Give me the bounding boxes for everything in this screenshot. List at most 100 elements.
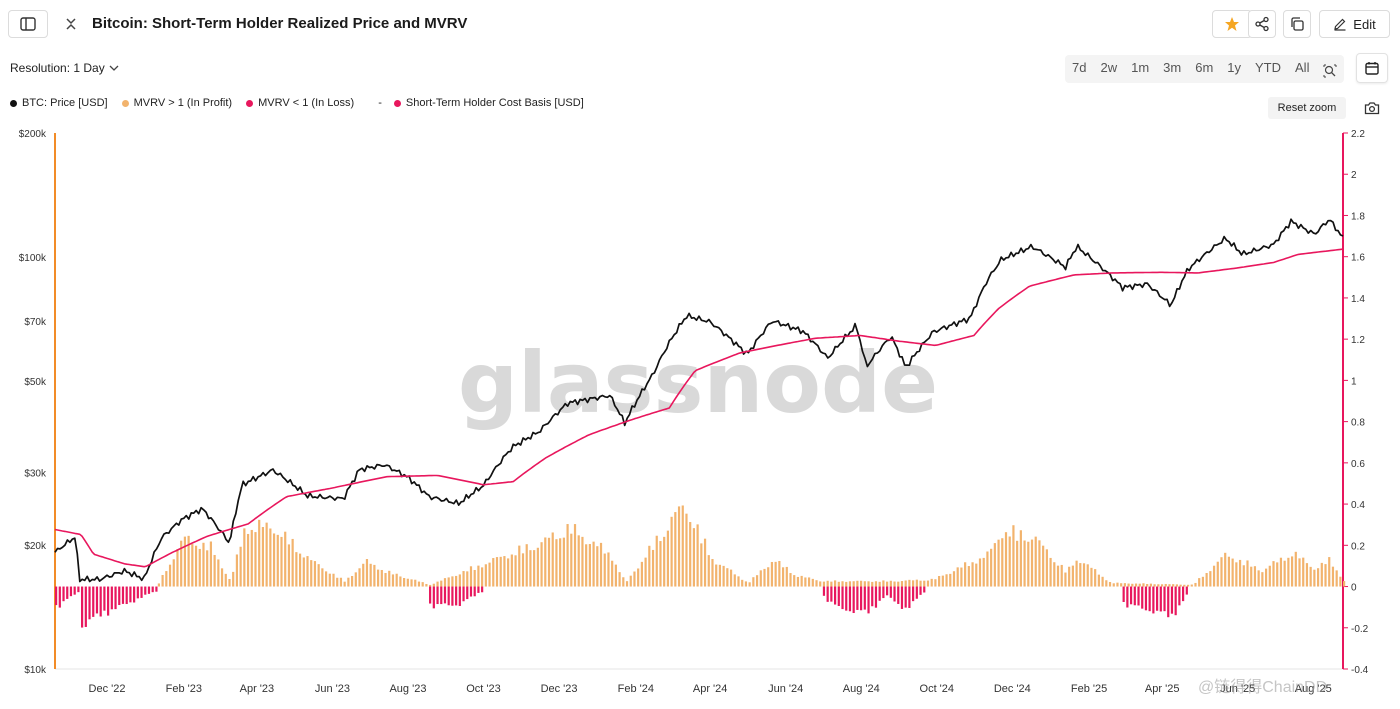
mvrv-bar	[276, 534, 279, 587]
mvrv-bar	[1137, 586, 1140, 606]
date-picker-button[interactable]	[1356, 53, 1388, 83]
mvrv-bar	[1034, 536, 1037, 587]
mvrv-bar	[1038, 540, 1041, 587]
mvrv-bar	[651, 549, 655, 587]
y-right-tick-label: 0.2	[1351, 541, 1365, 552]
favorite-button[interactable]	[1212, 10, 1252, 38]
share-button[interactable]	[1248, 10, 1276, 38]
range-3m[interactable]: 3m	[1163, 60, 1182, 75]
mvrv-bar	[830, 581, 833, 587]
duplicate-button[interactable]	[1283, 10, 1311, 38]
x-tick-label: Aug '24	[843, 683, 880, 695]
sidebar-toggle-button[interactable]	[8, 10, 48, 38]
mvrv-bar	[62, 586, 65, 602]
mvrv-bar	[1279, 557, 1283, 587]
mvrv-bar	[147, 586, 151, 594]
mvrv-bar	[529, 550, 532, 587]
mvrv-bar	[1068, 566, 1071, 587]
mvrv-bar	[741, 579, 744, 587]
mvrv-bar	[1131, 583, 1134, 587]
sth-cost-basis-line	[54, 248, 1344, 568]
mvrv-bar	[388, 570, 391, 587]
range-2w[interactable]: 2w	[1100, 60, 1118, 75]
mvrv-bar	[403, 577, 406, 587]
mvrv-bar	[235, 554, 239, 587]
mvrv-bar	[748, 582, 751, 587]
mvrv-bar	[990, 548, 993, 587]
mvrv-bar	[1159, 586, 1162, 612]
mvrv-bar	[58, 586, 61, 608]
mvrv-bar	[55, 586, 58, 606]
mvrv-bar	[1112, 583, 1115, 587]
range-1m[interactable]: 1m	[1131, 60, 1150, 75]
mvrv-bar	[213, 554, 216, 587]
legend-item-mvrv-profit[interactable]: MVRV > 1 (In Profit)	[121, 97, 233, 109]
mvrv-bar	[781, 567, 785, 587]
mvrv-bar	[533, 550, 536, 587]
legend-item-mvrv-loss[interactable]: MVRV < 1 (In Loss)	[246, 97, 354, 109]
reset-zoom-button[interactable]: Reset zoom	[1268, 97, 1346, 119]
mvrv-bar	[592, 541, 595, 587]
mvrv-bar	[1272, 561, 1275, 587]
mvrv-bar	[317, 564, 320, 587]
mvrv-bar	[819, 581, 822, 587]
mvrv-bar	[1127, 583, 1130, 587]
mvrv-bar	[1287, 557, 1290, 587]
mvrv-bar	[1190, 584, 1193, 587]
mvrv-bar	[715, 564, 718, 587]
mvrv-bar	[811, 578, 814, 587]
mvrv-bar	[287, 544, 291, 587]
edit-button[interactable]: Edit	[1319, 10, 1390, 38]
mvrv-bar	[239, 546, 242, 587]
mvrv-bar	[518, 545, 521, 587]
range-ytd[interactable]: YTD	[1255, 60, 1282, 75]
legend-label: MVRV > 1 (In Profit)	[133, 97, 233, 109]
mvrv-bar	[410, 579, 413, 587]
mvrv-bar	[66, 586, 69, 599]
mvrv-bar	[882, 580, 885, 587]
legend-dot	[246, 99, 254, 107]
mvrv-bar	[856, 580, 859, 587]
mvrv-bar	[1163, 586, 1166, 612]
range-all[interactable]: All	[1295, 60, 1310, 75]
mvrv-bar	[191, 544, 194, 587]
mvrv-bar	[1001, 538, 1004, 587]
x-tick-label: Apr '24	[693, 683, 728, 695]
resolution-dropdown[interactable]: Resolution: 1 Day	[10, 61, 119, 75]
x-tick-label: Aug '23	[389, 683, 426, 695]
x-tick-label: Dec '24	[994, 683, 1031, 695]
y-left-tick-label: $70k	[24, 317, 47, 328]
mvrv-bar	[469, 566, 473, 587]
mvrv-bar	[362, 563, 365, 587]
range-1y[interactable]: 1y	[1227, 60, 1242, 75]
y-left-tick-label: $100k	[19, 253, 47, 264]
mvrv-bar	[129, 586, 132, 603]
mvrv-bar	[912, 580, 915, 587]
legend-item-sth-cost-basis[interactable]: - Short-Term Holder Cost Basis [USD]	[368, 97, 584, 109]
mvrv-bar	[458, 586, 461, 606]
mvrv-bar	[603, 553, 606, 587]
mvrv-bar	[1216, 561, 1219, 587]
mvrv-bar	[874, 581, 878, 587]
x-tick-label: Jun '24	[768, 683, 803, 695]
collapse-icon[interactable]	[64, 17, 78, 31]
legend-item-btc-price[interactable]: BTC: Price [USD]	[10, 97, 108, 109]
mvrv-bar	[298, 553, 302, 587]
mvrv-bar	[425, 583, 428, 587]
range-6m[interactable]: 6m	[1195, 60, 1214, 75]
mvrv-bar	[1179, 584, 1182, 587]
mvrv-bar	[919, 586, 922, 595]
zoom-range-button[interactable]	[1316, 55, 1344, 83]
mvrv-bar	[1053, 562, 1056, 587]
mvrv-bar	[867, 581, 870, 587]
camera-icon[interactable]	[1364, 101, 1380, 115]
mvrv-bar	[272, 533, 276, 587]
mvrv-bar	[863, 586, 866, 610]
mvrv-bar	[993, 543, 996, 587]
mvrv-bar	[228, 578, 231, 587]
mvrv-bar	[904, 580, 907, 587]
mvrv-bar	[900, 581, 904, 587]
mvrv-bar	[1261, 572, 1264, 587]
mvrv-bar	[752, 577, 755, 587]
range-7d[interactable]: 7d	[1072, 60, 1087, 75]
